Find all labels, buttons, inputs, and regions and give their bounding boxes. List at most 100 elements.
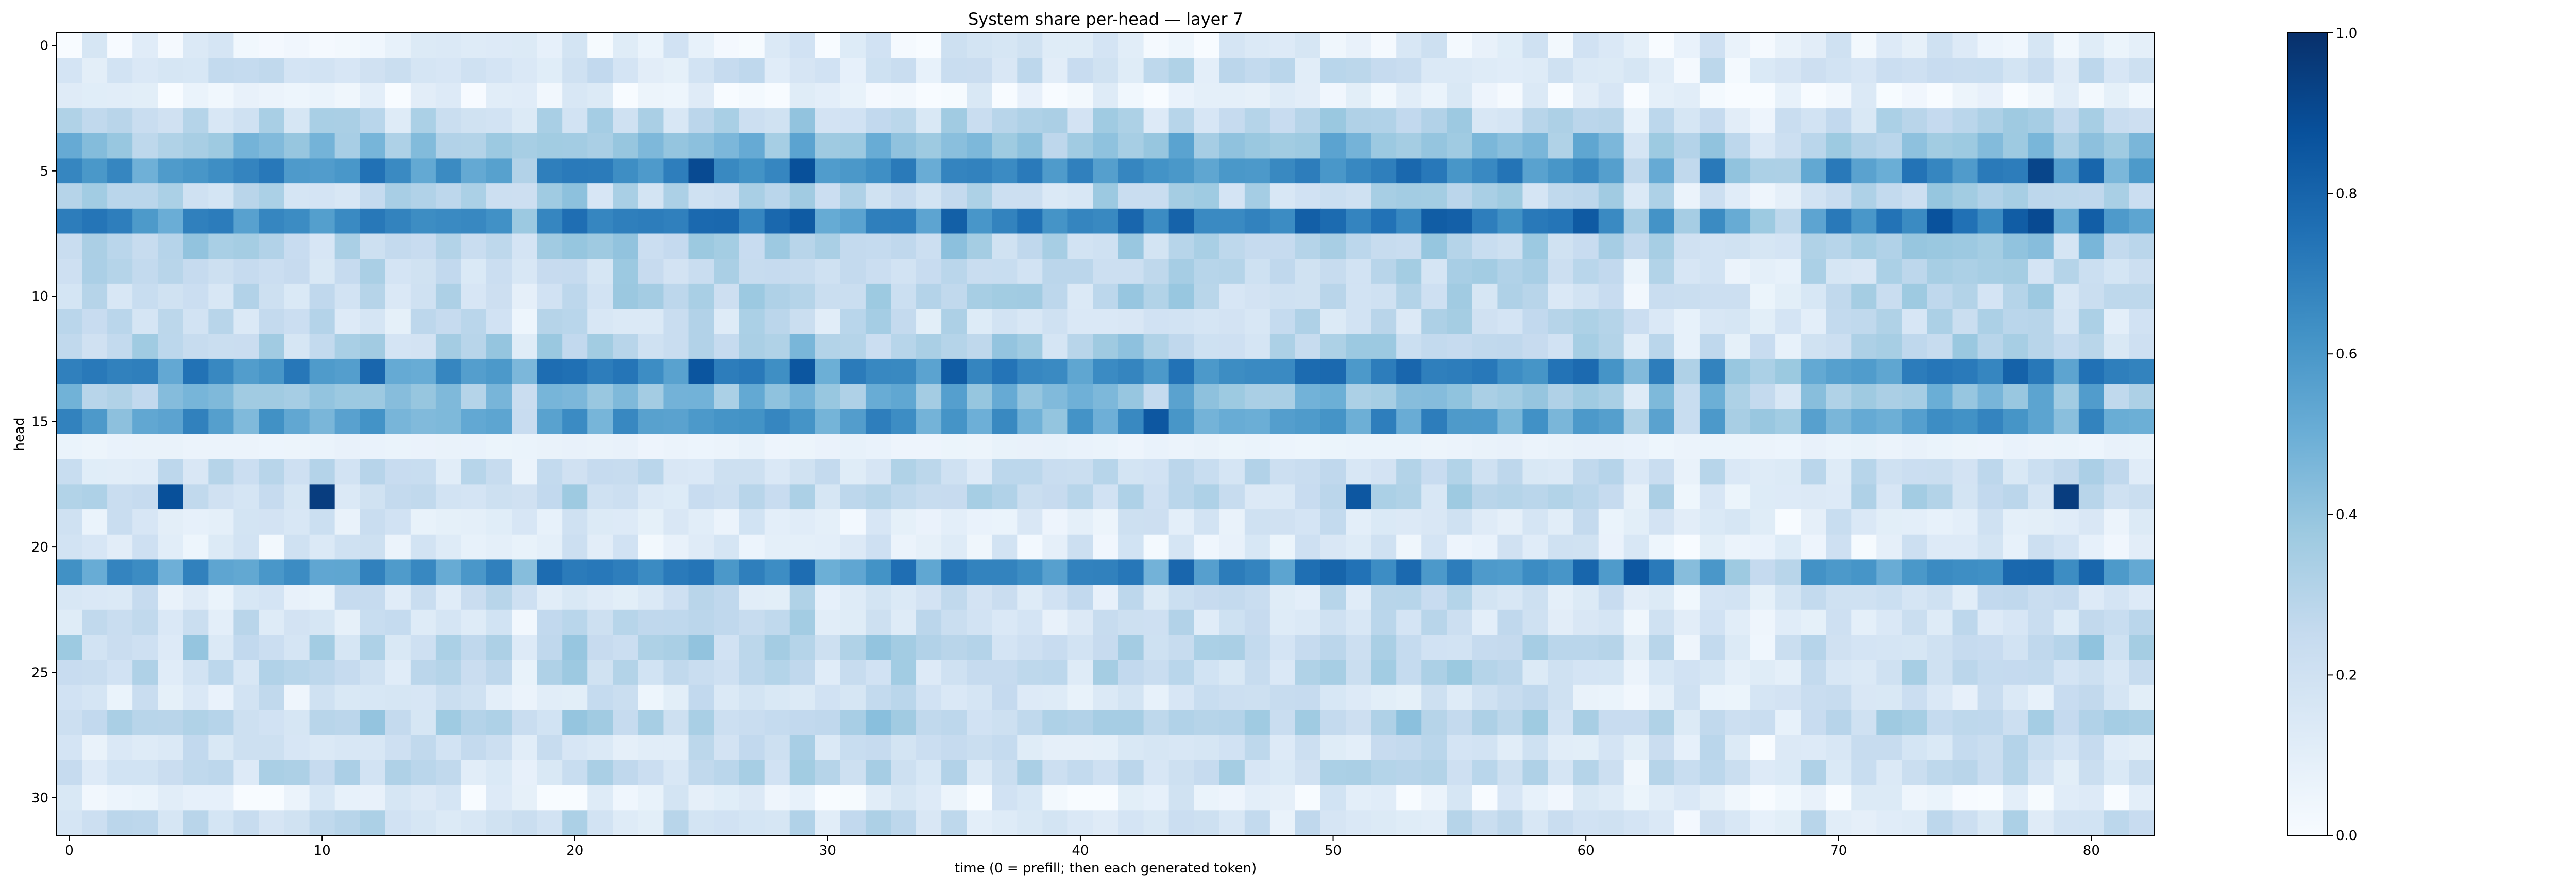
heatmap-cell	[1801, 233, 1826, 259]
heatmap-cell	[183, 509, 209, 535]
heatmap-cell	[739, 183, 765, 209]
heatmap-cell	[233, 83, 260, 109]
heatmap-cell	[739, 534, 765, 560]
heatmap-cell	[663, 810, 689, 836]
heatmap-cell	[2028, 259, 2054, 284]
heatmap-cell	[385, 785, 411, 811]
heatmap-cell	[1876, 785, 1902, 811]
heatmap-cell	[2053, 58, 2079, 83]
heatmap-cell	[158, 83, 183, 109]
heatmap-cell	[1497, 585, 1523, 610]
heatmap-cell	[385, 309, 411, 334]
heatmap-cell	[992, 559, 1018, 585]
heatmap-cell	[789, 309, 816, 334]
heatmap-cell	[613, 459, 638, 485]
heatmap-cell	[1143, 660, 1170, 686]
heatmap-cell	[638, 334, 664, 360]
heatmap-cell	[183, 735, 209, 761]
heatmap-cell	[1927, 735, 1953, 761]
heatmap-cell	[1548, 660, 1574, 686]
x-tick-label: 30	[819, 843, 836, 859]
heatmap-cell	[1927, 585, 1953, 610]
heatmap-cell	[1269, 108, 1296, 134]
heatmap-cell	[158, 660, 183, 686]
heatmap-cell	[1699, 259, 1725, 284]
heatmap-cell	[1851, 33, 1877, 59]
heatmap-cell	[1093, 384, 1119, 409]
heatmap-cell	[158, 635, 183, 660]
heatmap-cell	[1876, 384, 1902, 409]
heatmap-cell	[1447, 710, 1472, 735]
heatmap-cell	[1396, 108, 1422, 134]
heatmap-cell	[992, 810, 1018, 836]
heatmap-cell	[82, 108, 108, 134]
colorbar	[2287, 32, 2328, 836]
heatmap-cell	[309, 559, 335, 585]
heatmap-cell	[1699, 810, 1725, 836]
heatmap-cell	[360, 735, 386, 761]
heatmap-cell	[840, 309, 866, 334]
heatmap-cell	[1952, 83, 1978, 109]
heatmap-cell	[1421, 534, 1447, 560]
heatmap-cell	[1067, 108, 1094, 134]
heatmap-cell	[158, 459, 183, 485]
heatmap-cell	[1194, 133, 1220, 159]
heatmap-cell	[1522, 434, 1549, 460]
heatmap-cell	[208, 635, 234, 660]
heatmap-cell	[562, 183, 588, 209]
heatmap-cell	[259, 660, 285, 686]
heatmap-cell	[764, 710, 790, 735]
heatmap-cell	[1977, 684, 2004, 711]
heatmap-cell	[714, 183, 740, 209]
heatmap-cell	[613, 635, 638, 660]
heatmap-cell	[1472, 409, 1498, 435]
heatmap-cell	[1168, 208, 1195, 234]
heatmap-cell	[233, 33, 260, 59]
heatmap-cell	[461, 158, 487, 184]
heatmap-cell	[183, 133, 209, 159]
heatmap-cell	[1219, 208, 1245, 234]
heatmap-cell	[764, 183, 790, 209]
heatmap-cell	[1952, 810, 1978, 836]
heatmap-cell	[1902, 259, 1928, 284]
heatmap-cell	[1472, 559, 1498, 585]
heatmap-cell	[1497, 384, 1523, 409]
heatmap-cell	[2028, 660, 2054, 686]
heatmap-cell	[334, 760, 361, 786]
heatmap-cell	[1168, 33, 1195, 59]
heatmap-cell	[1396, 484, 1422, 510]
heatmap-cell	[1017, 33, 1043, 59]
heatmap-cell	[714, 735, 740, 761]
heatmap-cell	[1573, 609, 1599, 636]
heatmap-cell	[1927, 810, 1953, 836]
heatmap-cell	[537, 434, 563, 460]
heatmap-cell	[1194, 358, 1220, 385]
heatmap-cell	[284, 183, 310, 209]
heatmap-cell	[1396, 785, 1422, 811]
heatmap-cell	[764, 484, 790, 510]
heatmap-cell	[537, 309, 563, 334]
heatmap-cell	[1598, 309, 1624, 334]
heatmap-cell	[1143, 358, 1170, 385]
heatmap-cell	[1269, 58, 1296, 83]
heatmap-cell	[1674, 710, 1700, 735]
heatmap-cell	[2028, 735, 2054, 761]
heatmap-cell	[1952, 635, 1978, 660]
heatmap-cell	[1093, 684, 1119, 711]
heatmap-cell	[1421, 58, 1447, 83]
heatmap-cell	[1421, 509, 1447, 535]
heatmap-cell	[486, 635, 512, 660]
heatmap-cell	[1548, 484, 1574, 510]
heatmap-cell	[865, 735, 891, 761]
heatmap-cell	[57, 810, 82, 836]
heatmap-cell	[587, 384, 613, 409]
heatmap-cell	[562, 635, 588, 660]
heatmap-cell	[1649, 609, 1675, 636]
heatmap-cell	[815, 309, 841, 334]
heatmap-cell	[2003, 233, 2029, 259]
heatmap-cell	[183, 810, 209, 836]
heatmap-cell	[259, 710, 285, 735]
heatmap-cell	[2053, 434, 2079, 460]
heatmap-cell	[1522, 484, 1549, 510]
heatmap-cell	[815, 158, 841, 184]
